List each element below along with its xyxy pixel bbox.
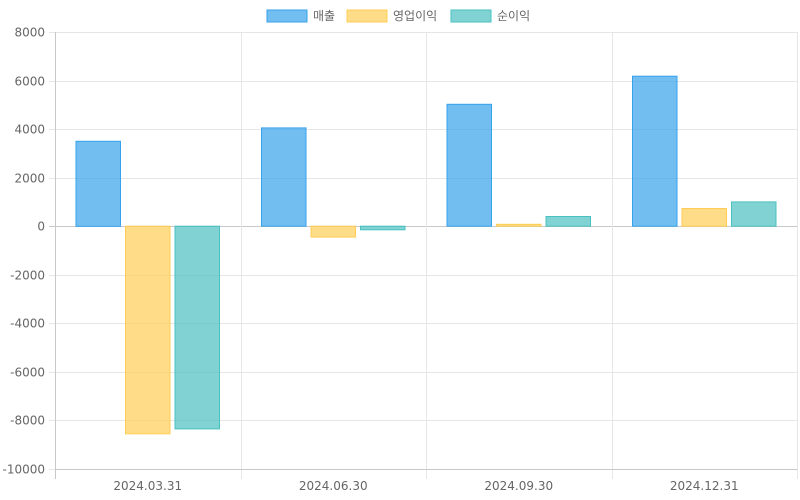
y-tick-label: 8000 xyxy=(14,26,45,40)
y-tick-label: -4000 xyxy=(10,317,45,331)
grid-lines xyxy=(49,32,798,479)
y-tick-label: -6000 xyxy=(10,366,45,380)
bar-2-1[interactable] xyxy=(125,225,171,435)
legend-swatch xyxy=(450,9,492,23)
x-tick-label: 2024.06.30 xyxy=(299,479,368,493)
y-tick-label: -2000 xyxy=(10,269,45,283)
bar-3-1[interactable] xyxy=(174,225,220,430)
y-axis: 8000 6000 4000 2000 0 -2000 -4000 -6000 -8000 -10… xyxy=(2,26,45,477)
legend-item-3[interactable]: 순이익 xyxy=(450,9,530,23)
bar-2-2[interactable] xyxy=(310,225,356,238)
legend-label: 순이익 xyxy=(497,9,530,23)
x-tick-label: 2024.09.30 xyxy=(484,479,553,493)
legend-label: 영업이익 xyxy=(393,9,437,23)
x-axis: 2024.03.31 2024.06.30 2024.09.30 2024.12.31 xyxy=(55,469,797,493)
y-tick-label: 6000 xyxy=(14,75,45,89)
y-tick-label: 0 xyxy=(37,220,45,234)
x-tick-label: 2024.03.31 xyxy=(113,479,182,493)
bar-3-4[interactable] xyxy=(731,201,777,227)
y-tick-label: 4000 xyxy=(14,123,45,137)
bar-2-3[interactable] xyxy=(496,223,542,227)
bar-3-3[interactable] xyxy=(545,216,591,227)
y-tick-label: -10000 xyxy=(2,463,45,477)
bar-3-2[interactable] xyxy=(360,225,406,231)
legend-item-2[interactable]: 영업이익 xyxy=(346,9,437,23)
legend-swatch xyxy=(346,9,388,23)
legend-item-1[interactable]: 매출 xyxy=(266,9,335,23)
bar-1-2[interactable] xyxy=(261,127,307,227)
bar-2-4[interactable] xyxy=(681,208,727,227)
legend-swatch xyxy=(266,9,308,23)
bar-1-1[interactable] xyxy=(75,140,121,227)
legend: 매출 영업이익 순이익 xyxy=(266,9,530,23)
x-tick-label: 2024.12.31 xyxy=(670,479,739,493)
y-tick-label: 2000 xyxy=(14,172,45,186)
bars xyxy=(75,75,777,435)
bar-1-3[interactable] xyxy=(446,103,492,227)
legend-label: 매출 xyxy=(313,9,335,23)
y-tick-label: -8000 xyxy=(10,414,45,428)
bar-1-4[interactable] xyxy=(632,75,678,227)
